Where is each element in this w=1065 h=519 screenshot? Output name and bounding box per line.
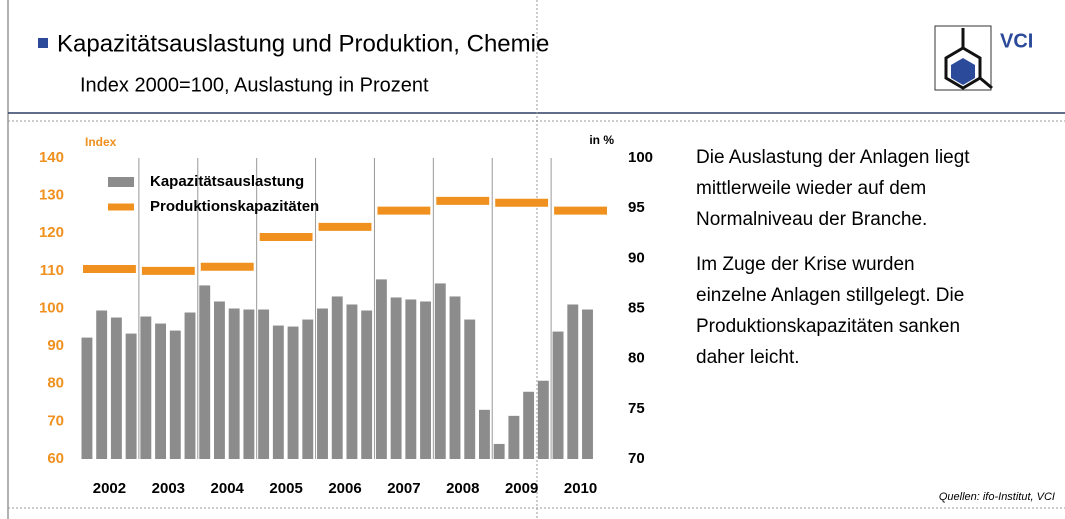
bar xyxy=(287,326,299,459)
bar xyxy=(582,309,593,459)
bar xyxy=(361,310,373,459)
bar xyxy=(81,337,93,459)
y2-tick-label: 90 xyxy=(628,249,645,266)
source: Quellen: ifo-Institut, VCI xyxy=(939,491,1055,503)
x-tick-label: 2009 xyxy=(505,480,538,497)
y-tick-label: 80 xyxy=(47,375,64,392)
y-tick-label: 60 xyxy=(47,450,64,467)
y-tick-label: 90 xyxy=(47,337,64,354)
x-tick-label: 2010 xyxy=(564,480,597,497)
body-text: Produktionskapazitäten sanken xyxy=(696,316,960,337)
legend-label: Produktionskapazitäten xyxy=(150,198,319,215)
x-tick-label: 2002 xyxy=(93,480,126,497)
y-tick-label: 130 xyxy=(39,187,64,204)
bar xyxy=(449,296,461,459)
y2-axis-label: in % xyxy=(589,133,614,147)
bar xyxy=(125,333,137,459)
y2-tick-label: 85 xyxy=(628,299,645,316)
legend-label: Kapazitätsauslastung xyxy=(150,173,304,190)
legend-swatch xyxy=(108,177,134,187)
bar xyxy=(464,319,476,459)
body-text: daher leicht. xyxy=(696,347,800,368)
bar xyxy=(434,283,446,459)
logo: VCI xyxy=(934,25,1033,91)
bar xyxy=(228,308,240,459)
bar xyxy=(523,391,535,459)
bar xyxy=(243,309,255,459)
bar xyxy=(140,316,152,459)
bar xyxy=(405,299,417,459)
logo-text: VCI xyxy=(1000,30,1033,52)
y-tick-label: 140 xyxy=(39,149,64,166)
bar xyxy=(258,309,270,459)
x-tick-label: 2005 xyxy=(269,480,302,497)
bar xyxy=(390,297,402,459)
y-axis-label: Index xyxy=(85,135,117,149)
x-tick-label: 2007 xyxy=(387,480,420,497)
bar xyxy=(110,317,122,459)
bar xyxy=(96,310,108,459)
body-text: Im Zuge der Krise wurden xyxy=(696,254,915,275)
bar xyxy=(302,319,314,459)
body-text: Normalniveau der Branche. xyxy=(696,209,927,230)
bar xyxy=(199,285,211,459)
bar xyxy=(272,325,284,459)
bar xyxy=(567,304,579,459)
logo-stem xyxy=(979,76,993,90)
bar xyxy=(155,323,167,459)
bar xyxy=(317,308,328,459)
bar xyxy=(346,304,358,459)
bullet xyxy=(38,38,48,48)
bar xyxy=(375,279,387,459)
bar xyxy=(493,443,505,459)
y2-tick-label: 70 xyxy=(628,450,645,467)
subtitle: Index 2000=100, Auslastung in Prozent xyxy=(80,74,429,96)
bar xyxy=(184,312,196,459)
body-text: einzelne Anlagen stillgelegt. Die xyxy=(696,285,964,306)
logo-fill xyxy=(951,58,975,85)
bar xyxy=(214,301,225,459)
bar xyxy=(479,409,490,459)
y2-tick-label: 80 xyxy=(628,350,645,367)
body-text: Die Auslastung der Anlagen liegt xyxy=(696,147,970,168)
bar xyxy=(169,330,181,459)
bar xyxy=(420,301,432,459)
bar xyxy=(331,296,343,459)
y2-tick-label: 100 xyxy=(628,149,653,166)
title: Kapazitätsauslastung und Produktion, Che… xyxy=(57,30,549,57)
y-tick-label: 110 xyxy=(40,262,64,279)
y-tick-label: 100 xyxy=(39,299,64,316)
body-text: mittlerweile wieder auf dem xyxy=(696,178,926,199)
y-tick-label: 70 xyxy=(47,412,64,429)
x-tick-label: 2008 xyxy=(446,480,479,497)
bar xyxy=(552,331,564,459)
bar xyxy=(508,415,520,459)
y2-tick-label: 75 xyxy=(628,400,645,417)
bar xyxy=(537,380,549,459)
x-tick-label: 2006 xyxy=(328,480,361,497)
x-tick-label: 2003 xyxy=(152,480,185,497)
x-tick-label: 2004 xyxy=(211,480,245,497)
y-tick-label: 120 xyxy=(39,224,64,241)
y2-tick-label: 95 xyxy=(628,199,645,216)
logo-hexagon xyxy=(944,46,982,90)
